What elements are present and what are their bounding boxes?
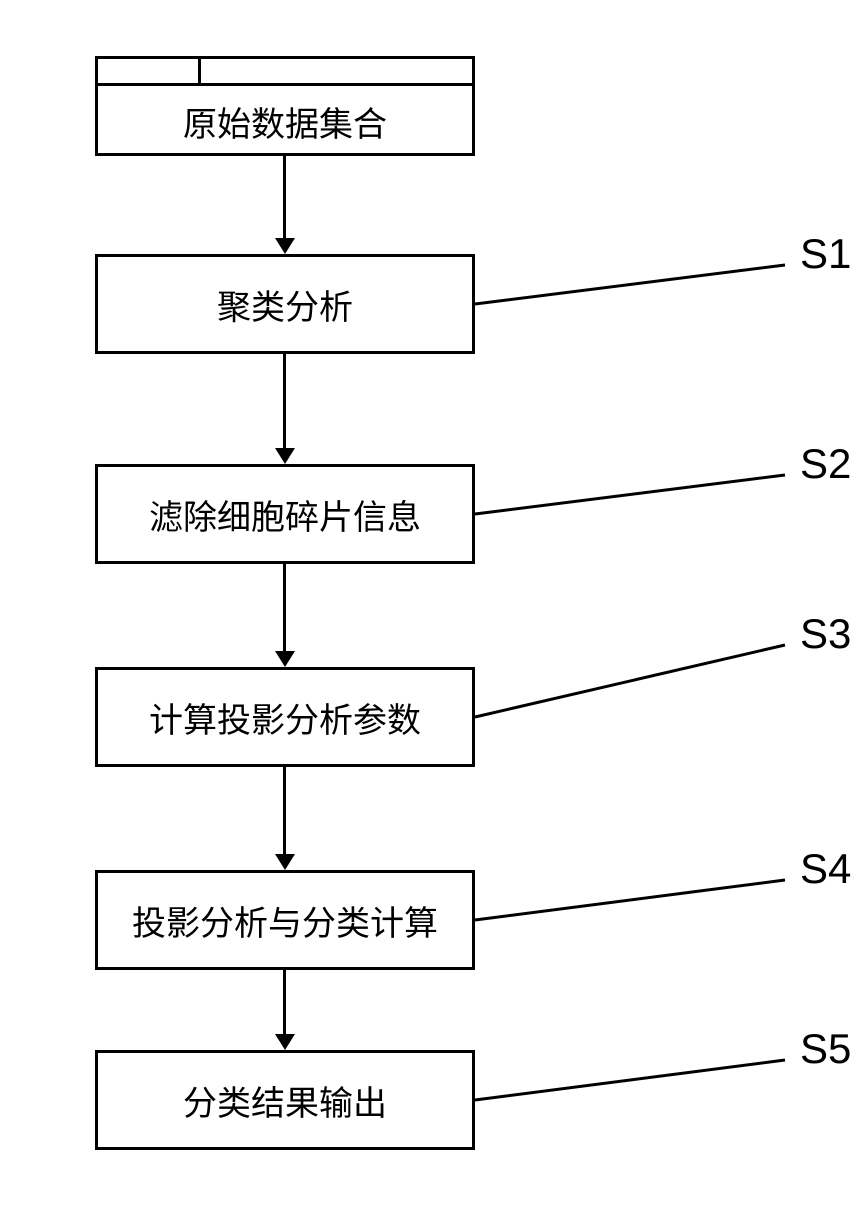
process-box-calc-params: 计算投影分析参数 — [95, 667, 475, 767]
arrow-head-icon — [275, 651, 295, 667]
step-label-s4: S4 — [800, 845, 851, 893]
box-label: 滤除细胞碎片信息 — [149, 490, 421, 539]
arrow-head-icon — [275, 1034, 295, 1050]
arrow-head-icon — [275, 448, 295, 464]
box-label: 投影分析与分类计算 — [132, 896, 438, 945]
connector-line — [475, 880, 785, 920]
arrow-line — [283, 767, 286, 854]
step-label-s2: S2 — [800, 440, 851, 488]
arrow-line — [283, 354, 286, 448]
connector-line — [475, 475, 785, 514]
process-box-filter: 滤除细胞碎片信息 — [95, 464, 475, 564]
arrow-head-icon — [275, 238, 295, 254]
step-label-s1: S1 — [800, 230, 851, 278]
connector-svg — [40, 40, 866, 1175]
start-box-body: 原始数据集合 — [98, 86, 472, 156]
connector-line — [475, 265, 785, 304]
connector-line — [475, 645, 785, 717]
box-label: 聚类分析 — [217, 280, 353, 329]
process-box-cluster: 聚类分析 — [95, 254, 475, 354]
arrow-head-icon — [275, 854, 295, 870]
arrow-line — [283, 156, 286, 238]
flowchart-container: 原始数据集合 聚类分析 滤除细胞碎片信息 计算投影分析参数 投影分析与分类计算 … — [40, 40, 866, 1175]
step-label-s5: S5 — [800, 1025, 851, 1073]
table-header — [98, 59, 472, 86]
connector-line — [475, 1060, 785, 1100]
arrow-line — [283, 970, 286, 1034]
box-label: 分类结果输出 — [183, 1076, 387, 1125]
process-box-output: 分类结果输出 — [95, 1050, 475, 1150]
step-label-s3: S3 — [800, 610, 851, 658]
table-header-cell — [98, 59, 201, 83]
start-box-label: 原始数据集合 — [183, 97, 387, 146]
flowchart-start-box: 原始数据集合 — [95, 56, 475, 156]
arrow-line — [283, 564, 286, 651]
box-label: 计算投影分析参数 — [149, 693, 421, 742]
process-box-projection: 投影分析与分类计算 — [95, 870, 475, 970]
